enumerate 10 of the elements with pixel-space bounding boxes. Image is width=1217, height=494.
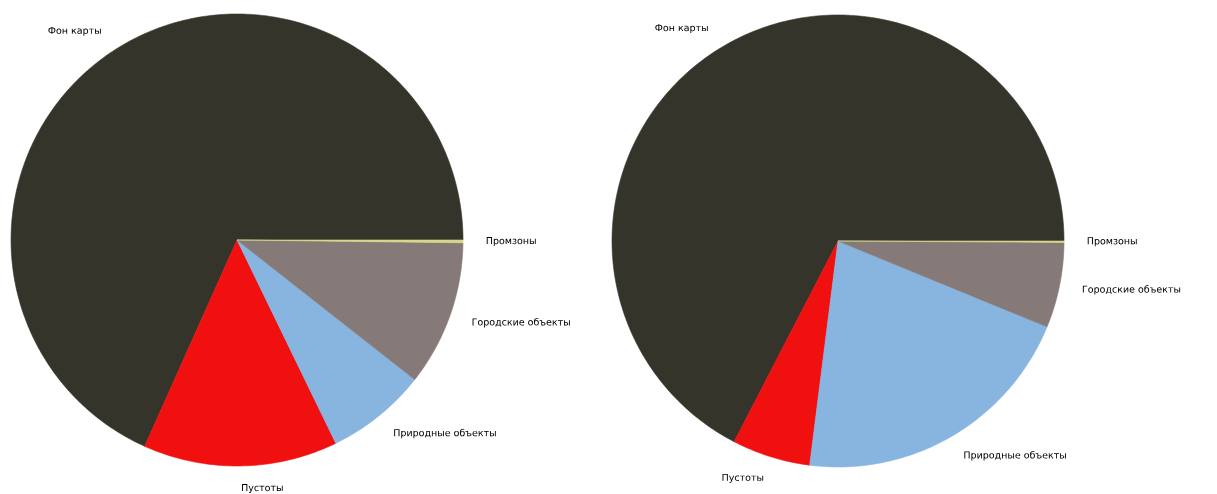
slice-label: Природные объекты	[964, 451, 1066, 461]
slice-label: Городские объекты	[1082, 285, 1181, 295]
slice-label: Пустоты	[722, 473, 764, 483]
slice-label: Промзоны	[486, 237, 536, 246]
slice-label: Промзоны	[1087, 237, 1137, 247]
slice-label: Фон карты	[48, 26, 101, 36]
slice-label: Городские объекты	[472, 318, 570, 328]
slice-label: Фон карты	[655, 24, 708, 34]
slice-label: Природные объекты	[394, 428, 496, 439]
slice-label: Пустоты	[242, 484, 283, 494]
